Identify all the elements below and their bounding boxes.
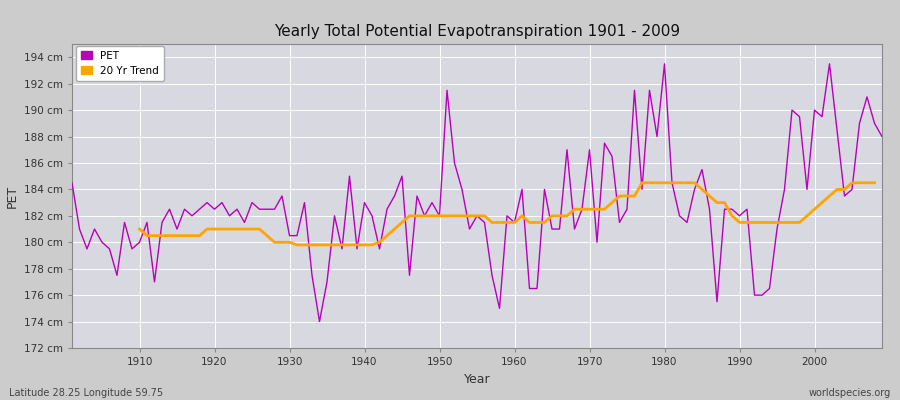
Text: worldspecies.org: worldspecies.org: [809, 388, 891, 398]
Legend: PET, 20 Yr Trend: PET, 20 Yr Trend: [76, 46, 164, 81]
X-axis label: Year: Year: [464, 372, 490, 386]
Title: Yearly Total Potential Evapotranspiration 1901 - 2009: Yearly Total Potential Evapotranspiratio…: [274, 24, 680, 39]
Text: Latitude 28.25 Longitude 59.75: Latitude 28.25 Longitude 59.75: [9, 388, 163, 398]
Y-axis label: PET: PET: [5, 184, 18, 208]
